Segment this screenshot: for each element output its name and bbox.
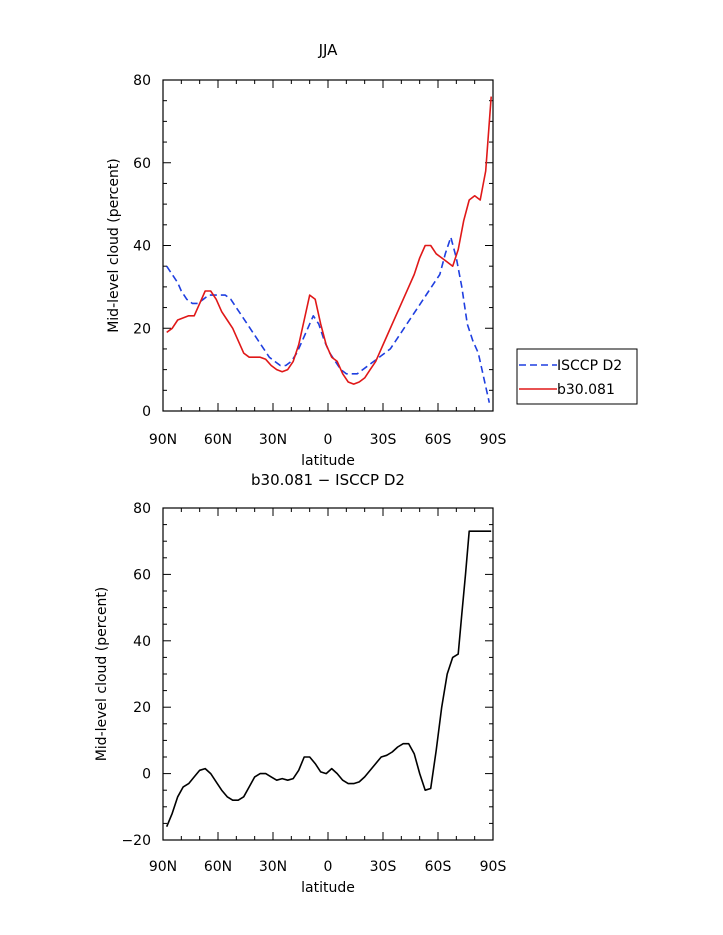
chart-1-legend	[516, 348, 638, 405]
chart-1-y-axis-title: Mid-level cloud (percent)	[106, 158, 122, 333]
chart-2-y-axis-title: Mid-level cloud (percent)	[94, 587, 110, 762]
chart-1-legend-label: b30.081	[557, 382, 615, 398]
chart-1-x-tick-label: 30S	[370, 432, 397, 448]
chart-2-y-tick-label: 40	[133, 634, 151, 650]
chart-1-x-tick-label: 90S	[480, 432, 507, 448]
chart-1-series-isccp-d2	[166, 236, 491, 403]
chart-1-x-tick-label: 0	[324, 432, 333, 448]
chart-1-x-tick-label: 90N	[149, 432, 177, 448]
chart-1-x-axis-title: latitude	[301, 453, 355, 469]
chart-2-y-tick-label: 60	[133, 567, 151, 583]
chart-2-x-tick-label: 90N	[149, 859, 177, 875]
chart-2-x-axis-title: latitude	[301, 880, 355, 896]
chart-2-x-tick-label: 30S	[370, 859, 397, 875]
chart-1-y-tick-label: 40	[133, 239, 151, 255]
chart-1-y-tick-label: 0	[142, 404, 151, 420]
chart-2-x-tick-label: 60S	[425, 859, 452, 875]
chart-1-legend-label: ISCCP D2	[557, 358, 622, 374]
chart-1-y-tick-label: 80	[133, 73, 151, 89]
chart-1-x-tick-label: 60N	[204, 432, 232, 448]
chart-2-y-tick-label: 80	[133, 501, 151, 517]
chart-1-y-tick-label: 60	[133, 156, 151, 172]
chart-2-y-tick-label: −20	[121, 833, 151, 849]
chart-1-series-b30-081	[166, 96, 492, 385]
chart-2-x-tick-label: 30N	[259, 859, 287, 875]
chart-2-plot-frame	[162, 507, 494, 841]
chart-2-y-tick-label: 20	[133, 700, 151, 716]
chart-2-x-tick-label: 60N	[204, 859, 232, 875]
chart-2-y-tick-label: 0	[142, 767, 151, 783]
chart-1-title: JJA	[318, 41, 339, 59]
chart-2-series-series-1	[165, 530, 492, 828]
chart-2-title: b30.081 − ISCCP D2	[251, 471, 405, 489]
chart-2-x-tick-label: 90S	[480, 859, 507, 875]
chart-1-plot-frame	[162, 79, 494, 412]
chart-1-x-tick-label: 30N	[259, 432, 287, 448]
chart-1-y-tick-label: 20	[133, 321, 151, 337]
chart-2-x-tick-label: 0	[324, 859, 333, 875]
chart-1-x-tick-label: 60S	[425, 432, 452, 448]
